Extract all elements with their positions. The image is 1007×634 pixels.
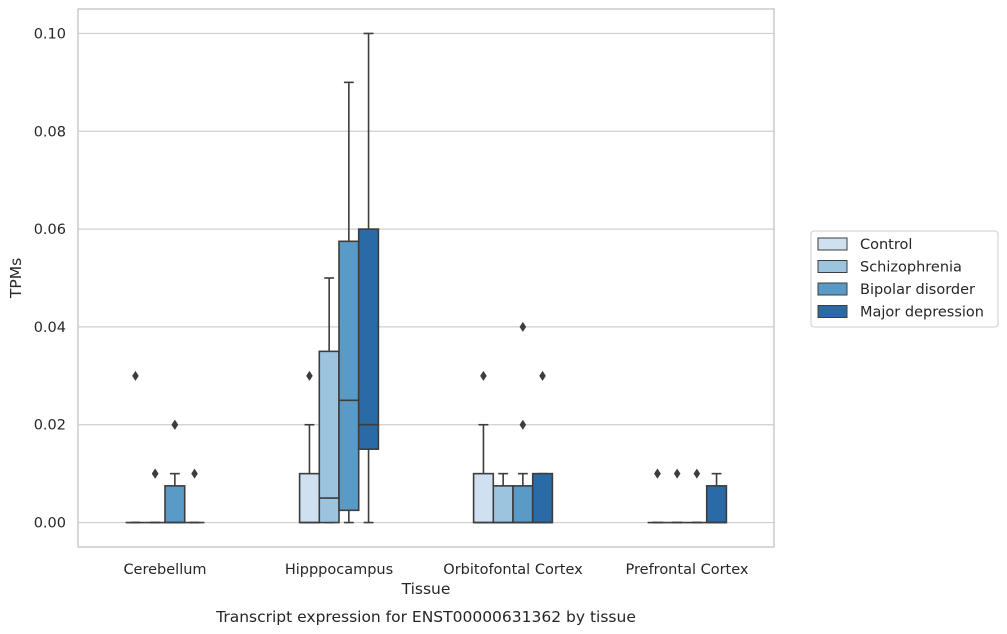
box-body: [164, 485, 186, 524]
outlier-point: [151, 468, 159, 479]
plot-background: [78, 9, 774, 547]
plot-frame: [77, 8, 775, 548]
box-major-depression: [357, 32, 380, 524]
legend-swatch: [817, 237, 848, 251]
legend-swatch: [817, 305, 848, 318]
outlier-point: [132, 370, 139, 381]
legend-swatch: [817, 260, 848, 273]
box-bipolar-disorder: [512, 321, 534, 524]
y-axis-label: TPMs: [7, 258, 25, 299]
box-body: [472, 472, 495, 524]
box-schizophrenia: [318, 277, 340, 524]
outlier-point: [539, 370, 546, 381]
legend-label: Control: [860, 237, 912, 253]
boxes: [125, 32, 728, 524]
x-tick-label: Orbitofontal Cortex: [443, 562, 583, 578]
outlier-point: [519, 321, 527, 332]
box-body: [705, 485, 728, 524]
legend-label: Bipolar disorder: [860, 282, 975, 298]
box-body: [531, 472, 554, 524]
box-body: [357, 228, 380, 450]
box-bipolar-disorder: [687, 468, 707, 524]
box-bipolar-disorder: [164, 419, 186, 524]
box-body: [318, 350, 340, 524]
outlier-point: [673, 468, 681, 479]
y-tick-label: 0.06: [34, 222, 66, 238]
box-control: [125, 370, 146, 524]
legend: Control Schizophrenia Bipolar disorder Majo…: [810, 230, 999, 328]
x-tick-labels: Cerebellum Hipppocampus Orbitofontal Corte…: [123, 562, 748, 578]
y-tick-labels: 0.00 0.02 0.04 0.06 0.08 0.10: [34, 26, 66, 531]
x-tick-label: Cerebellum: [123, 562, 206, 578]
y-tick-label: 0.08: [34, 124, 66, 140]
box-control: [472, 370, 495, 524]
outlier-point: [519, 419, 527, 430]
box-schizophrenia: [492, 472, 514, 524]
y-tick-label: 0.02: [34, 418, 66, 434]
box-major-depression: [184, 468, 205, 524]
outlier-point: [171, 419, 179, 430]
y-tick-label: 0.04: [34, 320, 66, 336]
box-major-depression: [705, 472, 728, 524]
box-major-depression: [531, 370, 554, 524]
x-tick-label: Hipppocampus: [285, 562, 393, 578]
legend-frame: [810, 230, 999, 328]
outlier-point: [693, 468, 701, 479]
outlier-point: [480, 370, 487, 381]
y-tick-label: 0.00: [34, 516, 66, 532]
chart-caption: Transcript expression for ENST0000063136…: [215, 608, 636, 626]
outlier-point: [191, 468, 198, 479]
box-bipolar-disorder: [338, 81, 360, 524]
box-schizophrenia: [667, 468, 687, 524]
x-axis-label: Tissue: [401, 580, 451, 598]
box-control: [298, 370, 321, 524]
box-body: [492, 485, 514, 524]
box-body: [338, 240, 360, 512]
outlier-point: [654, 468, 661, 479]
x-tick-label: Prefrontal Cortex: [626, 562, 749, 578]
box-schizophrenia: [145, 468, 165, 524]
box-control: [647, 468, 668, 524]
legend-label: Schizophrenia: [860, 260, 962, 276]
outlier-point: [306, 370, 313, 381]
legend-label: Major depression: [860, 305, 984, 321]
box-body: [512, 485, 534, 524]
legend-swatch: [817, 282, 848, 296]
y-tick-label: 0.10: [34, 26, 66, 42]
box-body: [298, 472, 321, 524]
